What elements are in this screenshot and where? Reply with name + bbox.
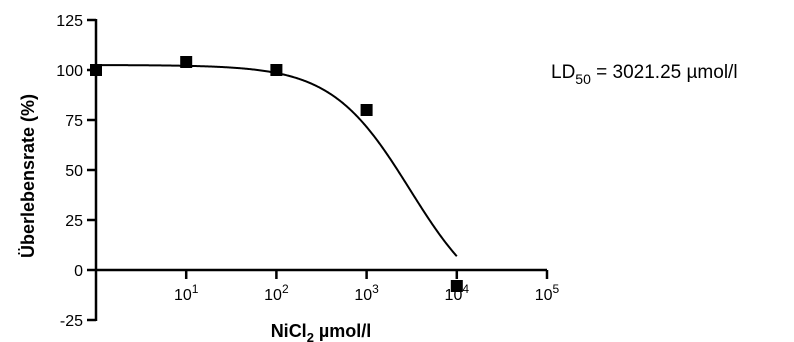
- y-tick-label: 25: [65, 213, 83, 230]
- x-tick-base: 10: [174, 287, 192, 304]
- data-point: [270, 64, 283, 76]
- x-tick-base: 10: [535, 287, 553, 304]
- data-point: [360, 104, 373, 116]
- x-tick-label: 105: [535, 282, 560, 304]
- data-points: [90, 56, 463, 292]
- x-tick-exponent: 1: [192, 282, 199, 296]
- x-tick-label: 103: [354, 282, 379, 304]
- data-point: [90, 64, 102, 76]
- ld50-annotation-rest: = 3021.25 µmol/l: [591, 62, 738, 83]
- fit-curve: [96, 64, 458, 257]
- x-tick-base: 10: [264, 287, 282, 304]
- y-tick-label: 125: [56, 13, 83, 30]
- y-tick-label: 0: [74, 263, 83, 280]
- data-point: [450, 280, 463, 292]
- ld50-annotation: LD50 = 3021.25 µmol/l: [551, 62, 738, 87]
- x-tick-exponent: 5: [553, 282, 560, 296]
- y-axis-title: Überlebensrate (%): [18, 94, 38, 258]
- x-axis-title-base: NiCl: [271, 321, 307, 341]
- x-axis-title: NiCl2 µmol/l: [271, 321, 372, 342]
- y-tick-label: 75: [65, 113, 83, 130]
- x-tick-label: 102: [264, 282, 289, 304]
- x-axis: 101 102 103 104 105: [96, 268, 560, 304]
- ld50-annotation-base: LD: [551, 62, 575, 83]
- x-axis-title-sub: 2: [307, 330, 314, 342]
- y-tick-label: -25: [60, 313, 83, 330]
- y-axis: -25 0 25 50 75 100 125: [56, 13, 98, 330]
- fit-curve-layer: [96, 64, 458, 257]
- x-axis-title-rest: µmol/l: [314, 321, 371, 341]
- data-point: [180, 56, 193, 68]
- x-tick-exponent: 4: [462, 282, 469, 296]
- y-tick-label: 100: [56, 63, 83, 80]
- y-tick-label: 50: [65, 163, 83, 180]
- x-tick-exponent: 3: [372, 282, 379, 296]
- ld50-annotation-sub: 50: [575, 71, 591, 87]
- x-tick-label: 101: [174, 282, 199, 304]
- x-tick-exponent: 2: [282, 282, 289, 296]
- x-tick-base: 10: [354, 287, 372, 304]
